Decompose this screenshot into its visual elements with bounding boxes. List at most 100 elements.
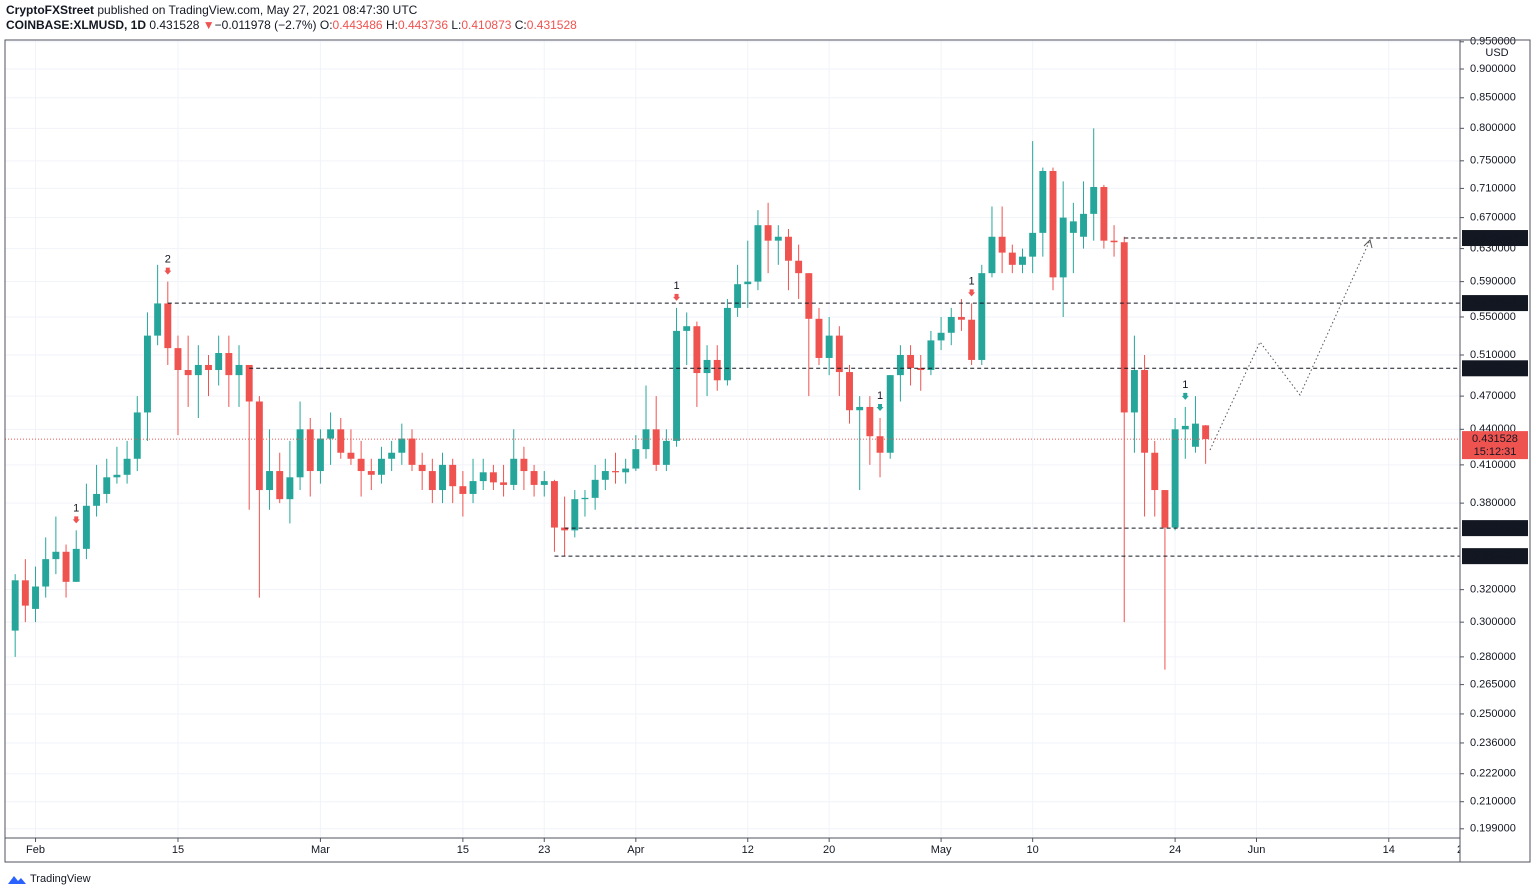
change-arrow: ▼ <box>203 18 215 32</box>
marker-arrow <box>673 293 681 301</box>
candle-body <box>917 367 925 371</box>
candle-body <box>164 303 172 349</box>
candle-body <box>205 364 212 371</box>
candle-body <box>561 527 569 531</box>
candle-body <box>795 260 803 274</box>
candle-body <box>113 474 121 478</box>
candle-body <box>703 359 711 374</box>
candle-body <box>184 370 192 376</box>
candle-body <box>957 316 965 320</box>
y-tick-label: 0.900000 <box>1470 63 1516 75</box>
footer-text: TradingView <box>30 873 91 885</box>
candle-body <box>734 284 742 308</box>
candle-body <box>998 236 1006 253</box>
candle-body <box>306 429 314 472</box>
logo-icon <box>8 876 26 884</box>
marker-arrow <box>876 404 884 412</box>
marker-arrow <box>1181 392 1189 400</box>
candle-body <box>693 326 701 374</box>
countdown: 15:12:31 <box>1474 446 1517 458</box>
y-tick-label: 0.380000 <box>1470 497 1516 509</box>
candle-body <box>1130 370 1138 413</box>
y-tick-label: 0.210000 <box>1470 796 1516 808</box>
candle-body <box>774 236 782 241</box>
candle-body <box>1120 242 1128 413</box>
candle-body <box>581 497 589 500</box>
last-price: 0.431528 <box>149 18 199 32</box>
candle-body <box>276 471 284 500</box>
candle-body <box>347 452 355 459</box>
unit-label: USD <box>1485 47 1508 59</box>
x-tick-label: 10 <box>1027 844 1039 856</box>
marker-label: 1 <box>969 275 975 287</box>
candle-body <box>143 335 151 413</box>
candle-body <box>52 551 60 560</box>
candle-body <box>510 458 518 485</box>
candle-body <box>835 335 843 373</box>
marker-label: 1 <box>1182 379 1188 391</box>
change: −0.011978 (−2.7%) <box>215 18 317 32</box>
y-tick-label: 0.300000 <box>1470 616 1516 628</box>
candle-body <box>1151 452 1159 491</box>
symbol: COINBASE:XLMUSD, 1D <box>6 18 146 32</box>
candle-body <box>632 449 640 469</box>
candle-body <box>103 477 111 494</box>
candle-body <box>1100 186 1108 241</box>
candle-body <box>601 471 609 480</box>
candle-body <box>754 225 762 282</box>
candle-body <box>642 429 650 450</box>
y-tick-label: 0.280000 <box>1470 651 1516 663</box>
candle-body <box>988 236 996 274</box>
candle-body <box>72 548 80 582</box>
candle-body <box>286 477 294 500</box>
marker-arrow <box>72 516 80 524</box>
x-tick-label: 15 <box>457 844 469 856</box>
level-label: 0.496694 <box>1472 362 1519 374</box>
y-tick-label: 0.236000 <box>1470 737 1516 749</box>
candle-body <box>723 307 731 381</box>
candle-body <box>1090 186 1098 214</box>
candle-body <box>856 406 864 411</box>
candle-body <box>378 458 385 475</box>
candle-body <box>1039 170 1047 233</box>
y-tick-label: 0.550000 <box>1470 311 1516 323</box>
candle-body <box>154 303 162 336</box>
candle-body <box>947 316 955 333</box>
header-line-1: CryptoFXStreet published on TradingView.… <box>6 3 418 17</box>
candle-body <box>520 458 528 472</box>
level-label: 0.643354 <box>1472 232 1519 244</box>
candle-body <box>713 359 721 381</box>
candle-body <box>296 429 304 478</box>
h-label: H: <box>386 18 398 32</box>
candle-body <box>235 364 243 376</box>
c-label: C: <box>515 18 527 32</box>
candle-body <box>1191 423 1199 447</box>
level-label-box <box>1462 520 1528 537</box>
candle-body <box>876 436 884 453</box>
o-label: O: <box>320 18 333 32</box>
candle-body <box>93 493 101 506</box>
level-label-box <box>1462 360 1528 377</box>
candle-body <box>815 318 823 358</box>
x-axis-labels: Feb 15 Mar 15 23 Apr 12 20 May 10 24 Jun 14 2 <box>26 838 1463 856</box>
candle-body <box>927 340 935 371</box>
x-tick-label: 14 <box>1383 844 1395 856</box>
y-tick-label: 0.590000 <box>1470 276 1516 288</box>
candle-body <box>622 468 630 473</box>
c-value: 0.431528 <box>527 18 577 32</box>
level-label: 0.361600 <box>1472 522 1518 534</box>
candle-body <box>42 559 50 587</box>
candle-body <box>11 580 19 631</box>
y-tick-label: 0.265000 <box>1470 679 1516 691</box>
candle-body <box>1171 429 1179 528</box>
candle-body <box>673 330 680 441</box>
candle-body <box>744 281 752 285</box>
y-tick-label: 0.950000 <box>1470 36 1516 48</box>
x-tick-label: 2 <box>1457 844 1463 856</box>
candle-body <box>886 375 894 453</box>
y-tick-label: 0.750000 <box>1470 155 1516 167</box>
candle-body <box>316 438 324 472</box>
candle-body <box>846 372 853 411</box>
marker-label: 1 <box>673 280 679 292</box>
